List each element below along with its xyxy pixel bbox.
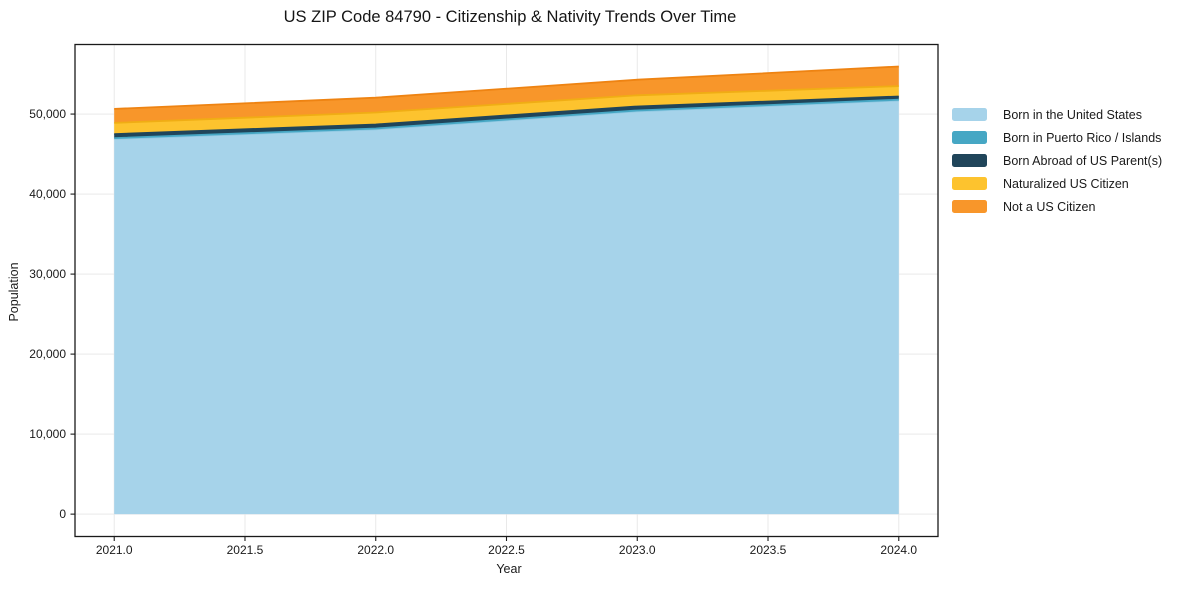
x-axis-label: Year [496, 562, 522, 576]
x-tick-label: 2021.5 [226, 543, 264, 557]
y-tick-label: 40,000 [29, 187, 66, 202]
x-tick-label: 2021.0 [95, 543, 133, 557]
x-tick-label: 2022.5 [488, 543, 525, 557]
edge-line-series-2 [114, 95, 899, 135]
legend-item: Born in Puerto Rico / Islands [952, 130, 1162, 145]
legend: Born in the United States Born in Puerto … [952, 108, 1162, 223]
y-tick-label: 0 [59, 507, 66, 522]
legend-item: Born in the United States [952, 107, 1162, 122]
chart-title: US ZIP Code 84790 - Citizenship & Nativi… [283, 8, 737, 26]
legend-label: Naturalized US Citizen [1003, 176, 1129, 191]
legend-swatch-icon [952, 108, 987, 121]
y-tick-label: 10,000 [29, 427, 66, 442]
y-tick-label: 50,000 [29, 107, 66, 122]
area-series-3 [114, 86, 899, 135]
edge-line-series-1 [114, 98, 899, 139]
legend-swatch-icon [952, 131, 987, 144]
legend-swatch-icon [952, 154, 987, 167]
area-series-4 [114, 66, 899, 123]
legend-swatch-icon [952, 177, 987, 190]
x-tick-label: 2023.5 [749, 543, 787, 557]
y-tick-label: 30,000 [29, 267, 66, 282]
legend-label: Born in Puerto Rico / Islands [1003, 130, 1162, 145]
area-series-0 [114, 100, 899, 515]
x-tick-label: 2022.0 [357, 543, 395, 557]
legend-label: Born in the United States [1003, 107, 1142, 122]
y-tick-label: 20,000 [29, 347, 66, 362]
edge-line-series-4 [114, 65, 899, 110]
legend-item: Naturalized US Citizen [952, 176, 1162, 191]
legend-label: Not a US Citizen [1003, 199, 1096, 214]
legend-item: Not a US Citizen [952, 199, 1162, 214]
x-tick-label: 2024.0 [880, 543, 918, 557]
legend-item: Born Abroad of US Parent(s) [952, 153, 1163, 168]
x-tick-label: 2023.0 [618, 543, 656, 557]
edge-line-series-3 [114, 85, 899, 124]
legend-swatch-icon [952, 200, 987, 213]
legend-label: Born Abroad of US Parent(s) [1003, 153, 1163, 168]
